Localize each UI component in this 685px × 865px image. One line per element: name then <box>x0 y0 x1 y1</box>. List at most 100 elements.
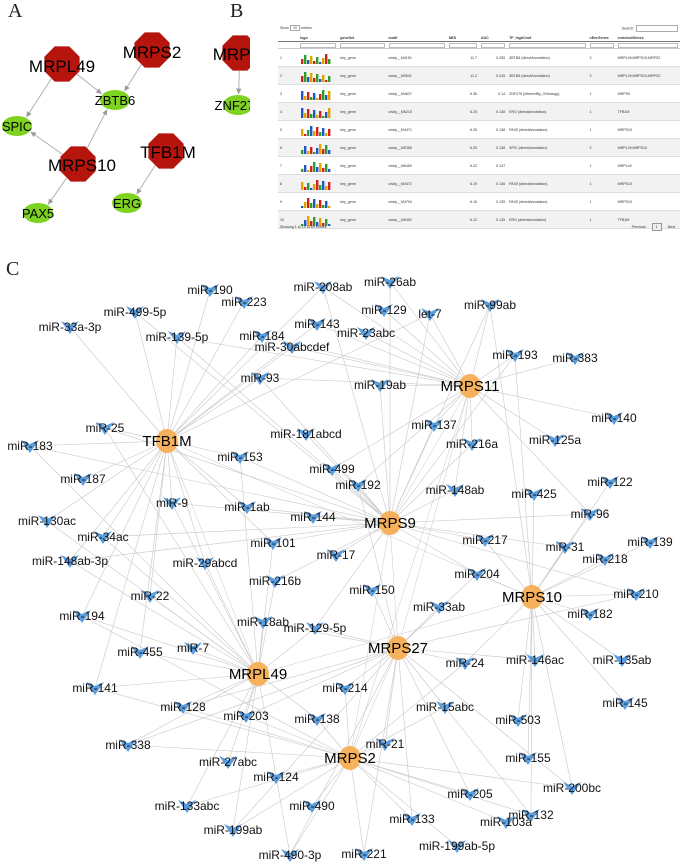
mirna-node-mir-34ac[interactable] <box>94 531 112 544</box>
mirna-node-mir-205[interactable] <box>461 788 479 801</box>
target-node-erg[interactable] <box>112 193 142 213</box>
mirna-node-mir-184[interactable] <box>253 330 271 343</box>
mirna-node-mir-148ab-3p[interactable] <box>61 555 79 568</box>
mirna-node-mir-139-5p[interactable] <box>168 331 186 344</box>
regulator-node-tfb1m[interactable] <box>148 133 184 169</box>
mirna-node-mir-221[interactable] <box>355 848 373 861</box>
column-header-index[interactable] <box>278 34 299 42</box>
mirna-node-mir-144[interactable] <box>304 511 322 524</box>
column-filter-input[interactable] <box>509 42 586 48</box>
table-row[interactable]: 4 key_gene cisbp__M6215 6.25 0.138 ERG (direc… <box>278 102 680 121</box>
mirna-node-mir-128[interactable] <box>174 701 192 714</box>
mirna-node-mir-31[interactable] <box>556 541 574 554</box>
mirna-node-mir-455[interactable] <box>131 646 149 659</box>
mirna-node-mir-103a[interactable] <box>497 816 515 829</box>
mirna-node-mir-132[interactable] <box>522 809 540 822</box>
mirna-node-mir-216a[interactable] <box>463 438 481 451</box>
mirna-node-mir-208ab[interactable] <box>314 281 332 294</box>
table-row[interactable]: 8 key_gene cisbp__M4472 6.19 0.136 PAX5 (dire… <box>278 174 680 193</box>
column-header-tf-highconf[interactable]: TF_highConf <box>507 34 588 42</box>
target-node-zbtb6[interactable] <box>100 90 130 110</box>
mirna-node-mir-145[interactable] <box>616 697 634 710</box>
mirna-node-mir-22[interactable] <box>141 590 159 603</box>
mirna-node-mir-129[interactable] <box>375 304 393 317</box>
mirna-node-mir-99ab[interactable] <box>481 299 499 312</box>
target-node-spic[interactable] <box>2 116 32 136</box>
mirna-node-mir-19ab[interactable] <box>371 379 389 392</box>
mirna-node-mir-216b[interactable] <box>266 575 284 588</box>
target-node-znf275[interactable] <box>223 95 250 115</box>
hub-node-mrpl49[interactable] <box>247 662 269 686</box>
regulator-node-mrps10[interactable] <box>60 146 96 182</box>
mirna-node-mir-30abcdef[interactable] <box>283 341 301 354</box>
column-header-logo[interactable]: logo <box>298 34 339 42</box>
mirna-node-mir-33a-3p[interactable] <box>61 321 79 334</box>
mirna-node-mir-203[interactable] <box>237 710 255 723</box>
mirna-node-mir-490[interactable] <box>303 800 321 813</box>
mirna-node-mir-153[interactable] <box>231 451 249 464</box>
column-filter-input[interactable] <box>340 42 385 48</box>
regulator-node-mrpl49[interactable] <box>44 46 80 82</box>
mirna-node-mir-148ab[interactable] <box>446 484 464 497</box>
mirna-node-let-7[interactable] <box>421 308 439 321</box>
mirna-node-mir-210[interactable] <box>627 588 645 601</box>
mirna-node-mir-9[interactable] <box>163 497 181 510</box>
mirna-node-mir-338[interactable] <box>119 739 137 752</box>
mirna-node-mir-499-5p[interactable] <box>126 306 144 319</box>
mirna-node-mir-101[interactable] <box>264 537 282 550</box>
mirna-node-mir-200bc[interactable] <box>563 782 581 795</box>
mirna-node-mir-137[interactable] <box>425 419 443 432</box>
column-filter-input[interactable] <box>448 42 477 48</box>
mirna-node-mir-29abcd[interactable] <box>196 557 214 570</box>
previous-button[interactable]: Previous <box>631 225 646 229</box>
mirna-node-mir-21[interactable] <box>376 738 394 751</box>
mirna-node-mir-93[interactable] <box>251 372 269 385</box>
table-row[interactable]: 3 key_gene cisbp__M4837 6.36 0.14 ZNF275 (inf… <box>278 84 680 103</box>
mirna-node-mir-223[interactable] <box>235 296 253 309</box>
mirna-node-mir-193[interactable] <box>506 349 524 362</box>
hub-node-tfb1m[interactable] <box>156 429 178 453</box>
mirna-node-mir-15abc[interactable] <box>436 701 454 714</box>
column-filter-input[interactable] <box>300 42 337 48</box>
mirna-node-mir-133abc[interactable] <box>178 800 196 813</box>
mirna-node-mir-33ab[interactable] <box>430 601 448 614</box>
mirna-node-mir-199ab[interactable] <box>224 824 242 837</box>
mirna-node-mir-155[interactable] <box>519 752 537 765</box>
mirna-node-mir-204[interactable] <box>468 568 486 581</box>
mirna-node-mir-214[interactable] <box>336 682 354 695</box>
table-row[interactable]: 6 key_gene cisbp__M0385 6.25 0.138 SPIC (dire… <box>278 138 680 157</box>
mirna-node-mir-150[interactable] <box>363 584 381 597</box>
mirna-node-mir-425[interactable] <box>525 488 543 501</box>
mirna-node-mir-182[interactable] <box>581 608 599 621</box>
mirna-node-mir-125a[interactable] <box>546 434 564 447</box>
mirna-node-mir-218[interactable] <box>596 553 614 566</box>
show-entries-control[interactable]: Show 10 entries <box>280 25 312 31</box>
mirna-node-mir-187[interactable] <box>74 473 92 486</box>
mirna-node-mir-141[interactable] <box>86 682 104 695</box>
table-row[interactable]: 2 key_gene cisbp__M0541 11.2 0.245 ZBTB6 (dir… <box>278 66 680 85</box>
mirna-node-mir-17[interactable] <box>327 549 345 562</box>
column-header-enrichedgenes[interactable]: enrichedGenes <box>615 34 680 42</box>
mirna-node-mir-138[interactable] <box>308 713 326 726</box>
mirna-node-mir-490-3p[interactable] <box>281 849 299 862</box>
mirna-node-mir-27abc[interactable] <box>219 756 237 769</box>
mirna-node-mir-499[interactable] <box>323 463 341 476</box>
mirna-node-mir-140[interactable] <box>605 412 623 425</box>
mirna-node-mir-23abc[interactable] <box>357 327 375 340</box>
column-filter-input[interactable] <box>480 42 506 48</box>
table-row[interactable]: 1 key_gene cisbp__M4151 11.7 0.255 ZBTB6 (dir… <box>278 48 680 67</box>
mirna-node-mir-181abcd[interactable] <box>297 428 315 441</box>
column-header-auc[interactable]: AUC <box>478 34 508 42</box>
regulator-node-mrps2[interactable] <box>134 32 170 68</box>
hub-node-mrps9[interactable] <box>379 511 401 535</box>
table-row[interactable]: 5 key_gene cisbp__M4471 6.25 0.138 PAX5 (dire… <box>278 120 680 139</box>
regulator-node-mrps9[interactable] <box>222 35 250 71</box>
mirna-node-mir-25[interactable] <box>96 422 114 435</box>
mirna-node-mir-130ac[interactable] <box>38 515 56 528</box>
table-row[interactable]: 10 key_gene cisbp__M5402 6.12 0.135 ERG (dire… <box>278 210 680 229</box>
mirna-node-mir-192[interactable] <box>349 479 367 492</box>
hub-node-mrps10[interactable] <box>521 585 543 609</box>
column-header-geneset[interactable]: geneSet <box>338 34 387 42</box>
mirna-node-mir-124[interactable] <box>267 771 285 784</box>
column-filter-input[interactable] <box>617 42 678 48</box>
